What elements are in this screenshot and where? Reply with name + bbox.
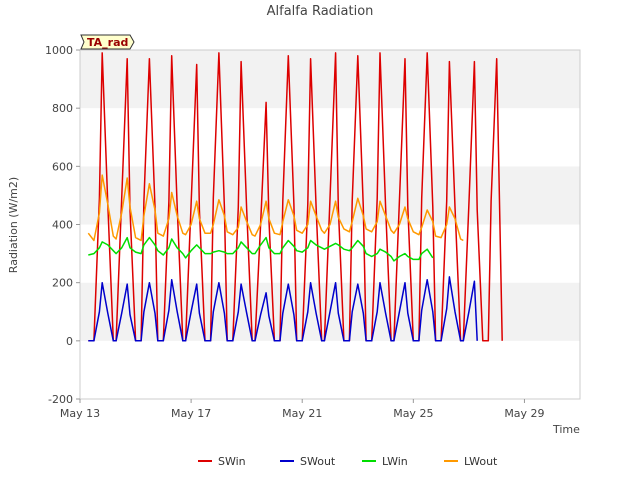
y-axis-label: Radiation (W/m2) [7, 177, 20, 273]
y-tick-label: -200 [48, 393, 73, 406]
badge: TA_rad [80, 34, 135, 50]
legend-label-lwout: LWout [464, 455, 498, 468]
y-axis: -200 0 200 400 600 800 1000 [45, 44, 80, 406]
grid-band [80, 340, 580, 399]
series-lines [87, 52, 503, 342]
x-tick-label: May 29 [504, 407, 544, 420]
badge-label: TA_rad [87, 36, 128, 49]
x-tick-label: May 21 [282, 407, 322, 420]
x-tick-label: May 17 [171, 407, 211, 420]
x-tick-label: May 13 [60, 407, 100, 420]
y-tick-label: 600 [52, 160, 73, 173]
x-tick-label: May 25 [393, 407, 433, 420]
legend-label-swin: SWin [218, 455, 246, 468]
x-axis-label: Time [552, 423, 580, 436]
series-line-lwin [88, 236, 434, 262]
y-tick-label: 800 [52, 102, 73, 115]
y-tick-label: 0 [66, 335, 73, 348]
series-line-swin [88, 52, 503, 342]
series-line-swout [88, 276, 478, 342]
legend: SWin SWout LWin LWout [198, 455, 498, 468]
legend-label-lwin: LWin [382, 455, 408, 468]
y-tick-label: 200 [52, 277, 73, 290]
y-tick-label: 400 [52, 219, 73, 232]
y-tick-label: 1000 [45, 44, 73, 57]
grid-band [80, 50, 580, 109]
grid-band [80, 108, 580, 167]
legend-label-swout: SWout [300, 455, 336, 468]
badge-shape [80, 34, 135, 50]
series-line-lwout [87, 174, 464, 242]
x-axis: May 13 May 17 May 21 May 25 May 29 [60, 399, 545, 420]
chart-title: Alfalfa Radiation [267, 4, 374, 19]
